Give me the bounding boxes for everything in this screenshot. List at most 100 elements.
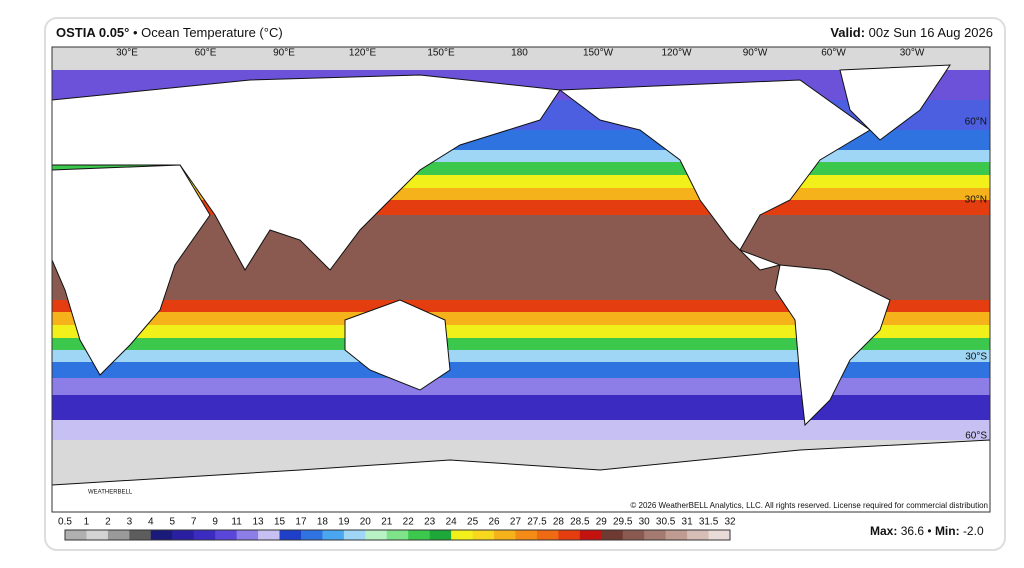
max-label: Max: [870, 524, 897, 538]
latitude-label: 60°N [965, 117, 987, 128]
colorbar-label: 7 [191, 517, 197, 528]
colorbar-swatch [558, 530, 581, 540]
colorbar-swatch [622, 530, 645, 540]
colorbar-swatch [601, 530, 624, 540]
colorbar-swatch [279, 530, 302, 540]
colorbar-swatch [536, 530, 559, 540]
colorbar-swatch [300, 530, 323, 540]
sst-band [52, 338, 990, 350]
valid-label: Valid: [830, 25, 865, 40]
sst-band [52, 420, 990, 440]
colorbar-swatch [472, 530, 495, 540]
colorbar-swatch [687, 530, 710, 540]
sst-band [52, 350, 990, 362]
colorbar-label: 9 [212, 517, 218, 528]
map-frame [51, 46, 991, 513]
longitude-label: 30°W [900, 48, 925, 59]
colorbar-label: 1 [84, 517, 90, 528]
greenland [839, 64, 951, 141]
longitude-label: 30°E [116, 48, 138, 59]
colorbar-swatch [107, 530, 130, 540]
colorbar-label: 20 [360, 517, 372, 528]
colorbar-label: 2 [105, 517, 111, 528]
colorbar-swatch [644, 530, 667, 540]
africa [51, 164, 211, 376]
colorbar-frame [64, 529, 731, 541]
colorbar-swatch [365, 530, 388, 540]
colorbar-label: 18 [317, 517, 329, 528]
longitude-label: 90°E [273, 48, 295, 59]
min-value: -2.0 [963, 524, 984, 538]
colorbar-swatch [258, 530, 281, 540]
colorbar-swatch [429, 530, 452, 540]
sst-band [52, 378, 990, 395]
colorbar-label: 13 [253, 517, 265, 528]
colorbar: 0.5 1 2 3 4 5 7 9 11 13 15 17 18 19 20 21 22 23 24 25 26 27 27… [58, 517, 736, 541]
colorbar-swatch [708, 530, 731, 540]
colorbar-label: 4 [148, 517, 154, 528]
longitude-label: 60°W [821, 48, 846, 59]
latitude-label: 60°S [965, 431, 987, 442]
colorbar-swatch [215, 530, 238, 540]
colorbar-label: 27.5 [527, 517, 547, 528]
product: OSTIA 0.05° [56, 25, 129, 40]
colorbar-label: 28.5 [570, 517, 590, 528]
colorbar-label: 15 [274, 517, 286, 528]
sst-band [52, 362, 990, 378]
latitude-label: 30°S [965, 352, 987, 363]
longitude-label: 180 [511, 48, 528, 59]
valid-time: 00z Sun 16 Aug 2026 [869, 25, 993, 40]
colorbar-swatch [408, 530, 431, 540]
longitude-label: 120°E [349, 48, 377, 59]
colorbar-label: 3 [127, 517, 133, 528]
colorbar-swatch [236, 530, 259, 540]
map-title: • Ocean Temperature (°C) [133, 25, 283, 40]
longitude-label: 90°W [743, 48, 768, 59]
south-america [774, 264, 891, 427]
colorbar-label: 30.5 [656, 517, 676, 528]
colorbar-label: 22 [403, 517, 415, 528]
longitude-label: 150°W [583, 48, 614, 59]
eurasia [51, 74, 561, 271]
colorbar-swatch [665, 530, 688, 540]
header-left: OSTIA 0.05° • Ocean Temperature (°C) [56, 25, 283, 40]
colorbar-swatch [451, 530, 474, 540]
colorbar-label: 29.5 [613, 517, 633, 528]
colorbar-label: 0.5 [58, 517, 72, 528]
latitude-label: 30°N [965, 195, 987, 206]
colorbar-label: 31 [682, 517, 694, 528]
colorbar-label: 17 [295, 517, 307, 528]
colorbar-swatch [494, 530, 516, 540]
colorbar-swatch [150, 530, 173, 540]
colorbar-swatch [65, 530, 87, 540]
colorbar-label: 25 [467, 517, 479, 528]
sst-band [52, 325, 990, 338]
longitude-label: 120°W [661, 48, 692, 59]
min-label: Min: [935, 524, 960, 538]
colorbar-swatch [86, 530, 109, 540]
sst-band [52, 312, 990, 325]
max-value: 36.6 [901, 524, 925, 538]
colorbar-label: 5 [169, 517, 175, 528]
longitude-label: 150°E [427, 48, 455, 59]
colorbar-label: 19 [338, 517, 350, 528]
colorbar-label: 23 [424, 517, 436, 528]
separator: • [927, 524, 931, 538]
map: WEATHERBELL © 2026 WeatherBELL Analytics… [51, 46, 991, 513]
copyright: © 2026 WeatherBELL Analytics, LLC. All r… [630, 501, 988, 510]
colorbar-label: 27 [510, 517, 522, 528]
colorbar-swatch [343, 530, 366, 540]
colorbar-label: 11 [231, 517, 242, 528]
sst-band [52, 395, 990, 420]
sst-band [52, 300, 990, 312]
header-right: Valid: 00z Sun 16 Aug 2026 [830, 25, 993, 40]
colorbar-swatch [386, 530, 409, 540]
colorbar-label: 24 [446, 517, 458, 528]
colorbar-swatch [515, 530, 538, 540]
colorbar-swatch [172, 530, 195, 540]
colorbar-swatch [129, 530, 152, 540]
longitude-label: 60°E [195, 48, 217, 59]
stats: Max: 36.6 • Min: -2.0 [870, 524, 984, 538]
colorbar-label: 29 [596, 517, 608, 528]
